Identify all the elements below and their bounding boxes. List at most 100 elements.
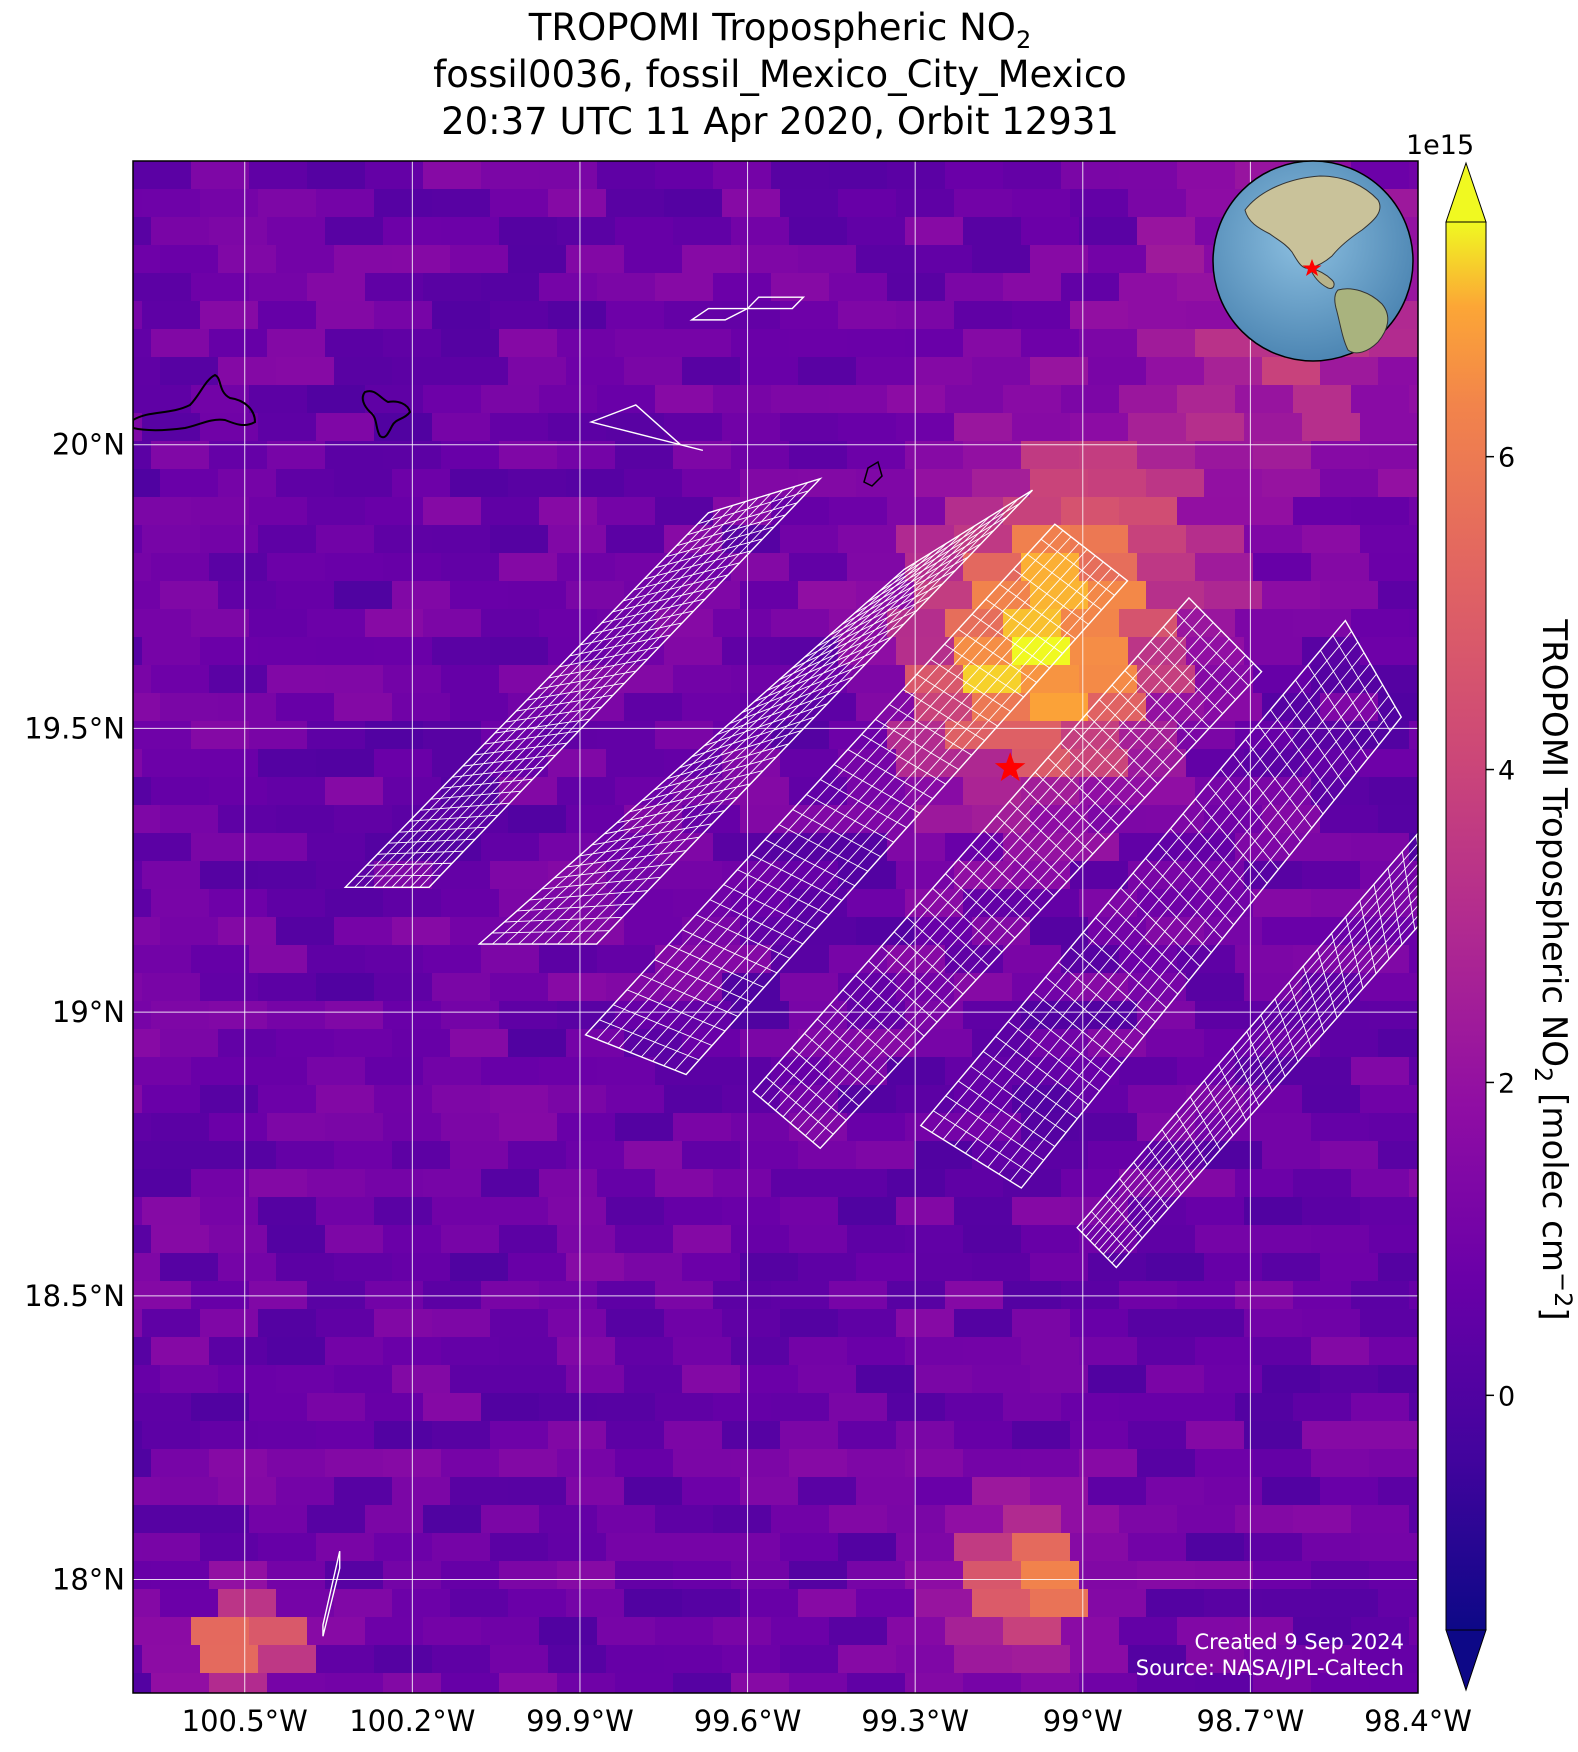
no2-pixel <box>508 357 567 386</box>
no2-pixel <box>1253 1673 1312 1693</box>
no2-pixel <box>151 553 210 582</box>
no2-pixel <box>954 301 1013 330</box>
no2-pixel <box>392 1365 451 1394</box>
no2-pixel <box>1186 1533 1245 1562</box>
no2-pixel <box>414 161 473 162</box>
no2-pixel <box>133 1645 143 1674</box>
no2-pixel <box>1030 1589 1089 1618</box>
no2-pixel <box>1128 973 1187 1002</box>
swath-gridline <box>420 802 510 811</box>
no2-pixel <box>1146 357 1205 386</box>
no2-pixel <box>267 217 326 246</box>
no2-pixel <box>258 1421 317 1450</box>
no2-pixel <box>1311 441 1370 470</box>
no2-pixel <box>780 1309 839 1338</box>
no2-pixel <box>1369 441 1418 470</box>
no2-pixel <box>829 161 888 190</box>
no2-pixel <box>472 161 531 162</box>
no2-pixel <box>646 161 705 162</box>
y-tick-label: 20°N <box>52 428 125 462</box>
no2-pixel <box>133 189 143 218</box>
swath-gridline <box>676 514 786 547</box>
swath-gridline <box>544 525 976 945</box>
no2-pixel <box>548 749 607 778</box>
no2-pixel <box>856 357 915 386</box>
no2-pixel <box>392 917 451 946</box>
lake-outline-1 <box>133 373 257 432</box>
no2-pixel <box>1021 329 1080 358</box>
no2-pixel <box>1369 1113 1418 1142</box>
no2-pixel <box>597 945 656 974</box>
no2-pixel <box>133 917 161 946</box>
no2-pixel <box>160 357 219 386</box>
no2-pixel <box>566 1141 625 1170</box>
no2-pixel <box>615 329 674 358</box>
no2-pixel <box>548 637 607 666</box>
no2-pixel <box>334 1477 393 1506</box>
no2-pixel <box>490 1197 549 1226</box>
no2-pixel <box>133 833 134 862</box>
no2-pixel <box>1061 609 1120 638</box>
no2-pixel <box>133 1337 152 1366</box>
swath-gridline <box>1147 1145 1182 1195</box>
no2-pixel <box>365 1505 424 1534</box>
no2-pixel <box>856 1589 915 1618</box>
no2-pixel <box>142 1085 201 1114</box>
swath-gridline <box>629 783 751 813</box>
no2-pixel <box>481 945 540 974</box>
no2-pixel <box>945 1505 1004 1534</box>
no2-pixel <box>566 1477 625 1506</box>
no2-pixel <box>481 1057 540 1086</box>
no2-pixel <box>914 1029 973 1058</box>
no2-pixel <box>655 1617 714 1646</box>
swath-gridline <box>679 729 802 769</box>
swath-gridline <box>601 598 706 624</box>
no2-pixel <box>1128 637 1187 666</box>
no2-pixel <box>490 973 549 1002</box>
swath-gridline <box>995 1036 1089 1106</box>
x-tick-label: 99.6°W <box>694 1704 802 1738</box>
no2-pixel <box>133 1421 143 1450</box>
no2-pixel <box>307 1057 366 1086</box>
no2-pixel <box>1311 1673 1370 1693</box>
no2-pixel <box>160 469 219 498</box>
no2-pixel <box>1070 1645 1129 1674</box>
no2-pixel <box>499 1673 558 1693</box>
swath-gridline <box>372 501 747 888</box>
swath-gridline <box>1057 961 1145 1036</box>
swath-gridline <box>841 556 969 626</box>
no2-pixel <box>1079 217 1138 246</box>
swath-gridline <box>804 654 1246 1136</box>
swath-gridline <box>591 823 713 846</box>
no2-pixel <box>133 357 161 386</box>
no2-pixel <box>133 637 143 666</box>
no2-pixel <box>160 245 219 274</box>
no2-pixel <box>664 1421 723 1450</box>
lake-outline-2 <box>361 390 412 439</box>
no2-pixel <box>905 1449 964 1478</box>
no2-pixel <box>1409 945 1418 974</box>
no2-pixel <box>664 861 723 890</box>
no2-pixel <box>838 749 897 778</box>
no2-pixel <box>499 1337 558 1366</box>
swath-gridline <box>1157 843 1234 926</box>
no2-pixel <box>450 581 509 610</box>
no2-pixel <box>798 917 857 946</box>
no2-pixel <box>1088 1477 1147 1506</box>
no2-pixel <box>1360 973 1418 1002</box>
no2-pixel <box>1204 917 1263 946</box>
no2-pixel <box>316 637 375 666</box>
no2-pixel <box>539 161 598 190</box>
swath-gridline <box>1487 753 1493 841</box>
swath-gridline <box>1098 699 1172 771</box>
no2-pixel <box>896 1421 955 1450</box>
no2-pixel <box>847 1561 906 1590</box>
no2-pixel <box>1311 1337 1370 1366</box>
no2-pixel <box>142 637 201 666</box>
swath-gridline <box>494 718 591 734</box>
no2-pixel <box>1360 525 1418 554</box>
no2-pixel <box>1262 1141 1321 1170</box>
no2-pixel <box>1204 1141 1263 1170</box>
no2-pixel <box>432 1309 491 1338</box>
no2-pixel <box>1079 1337 1138 1366</box>
